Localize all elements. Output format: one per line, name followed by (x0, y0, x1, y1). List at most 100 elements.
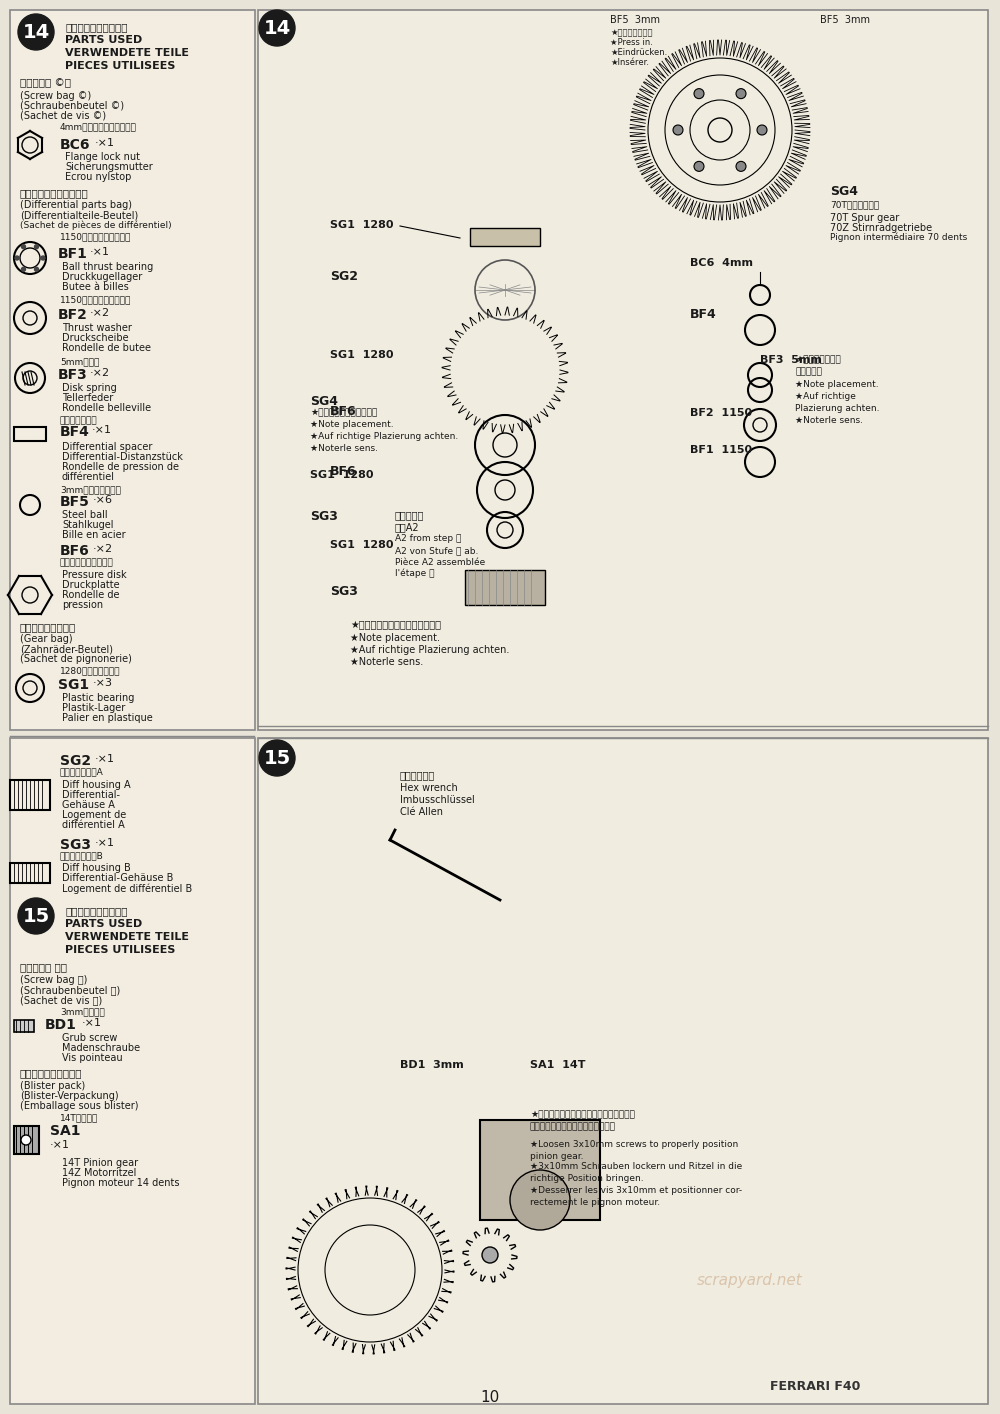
Text: 14Tビニオン: 14Tビニオン (60, 1113, 98, 1121)
Text: A2 von Stufe ⑫ ab.: A2 von Stufe ⑫ ab. (395, 546, 478, 556)
Bar (10, 863, 50, 882)
Text: 1150スラストベアリング: 1150スラストベアリング (60, 232, 131, 240)
Circle shape (708, 117, 732, 141)
Text: ★Note placement.: ★Note placement. (795, 380, 879, 389)
Text: (Differentialteile-Beutel): (Differentialteile-Beutel) (20, 211, 138, 221)
Text: ·×1: ·×1 (92, 426, 112, 436)
Text: プレッシャーディスク: プレッシャーディスク (60, 559, 114, 567)
Text: Grub screw: Grub screw (62, 1034, 117, 1044)
Text: Druckkugellager: Druckkugellager (62, 271, 142, 281)
Text: Rondelle belleville: Rondelle belleville (62, 403, 151, 413)
Text: VERWENDETE TEILE: VERWENDETE TEILE (65, 48, 189, 58)
Text: 10: 10 (480, 1390, 500, 1406)
Text: (Differential parts bag): (Differential parts bag) (20, 199, 132, 211)
Text: BF2  1150: BF2 1150 (690, 409, 752, 419)
Text: BD1  3mm: BD1 3mm (400, 1060, 464, 1070)
Text: てたA2: てたA2 (395, 522, 420, 532)
Text: 15: 15 (263, 748, 291, 768)
Text: Differential spacer: Differential spacer (62, 443, 152, 452)
Text: 14: 14 (263, 18, 291, 38)
Text: 14T Pinion gear: 14T Pinion gear (62, 1158, 138, 1168)
Text: (Emballage sous blister): (Emballage sous blister) (20, 1102, 138, 1111)
Text: BF6: BF6 (60, 544, 90, 559)
Circle shape (259, 10, 295, 47)
Text: VERWENDETE TEILE: VERWENDETE TEILE (65, 932, 189, 942)
Text: 1150スラストワッシャー: 1150スラストワッシャー (60, 296, 131, 304)
Text: Sicherungsmutter: Sicherungsmutter (65, 163, 153, 173)
Text: デフハウジングA: デフハウジングA (60, 766, 104, 776)
Text: SG1  1280: SG1 1280 (310, 469, 374, 479)
Text: (Sachet de vis ©): (Sachet de vis ©) (20, 112, 106, 122)
Circle shape (673, 124, 683, 134)
Circle shape (15, 256, 19, 260)
Text: ·×1: ·×1 (95, 139, 115, 148)
Text: BC6  4mm: BC6 4mm (690, 257, 753, 269)
Circle shape (694, 161, 704, 171)
Text: PARTS USED: PARTS USED (65, 919, 142, 929)
Text: ·×1: ·×1 (95, 754, 115, 764)
Text: Diff housing B: Diff housing B (62, 863, 131, 872)
Text: SA1: SA1 (50, 1124, 80, 1138)
Text: 3mmスチールボール: 3mmスチールボール (60, 485, 121, 493)
Text: 70Z Stirnradgetriebe: 70Z Stirnradgetriebe (830, 223, 932, 233)
Text: différentiel: différentiel (62, 472, 115, 482)
Circle shape (21, 245, 25, 249)
Circle shape (736, 161, 746, 171)
Text: ★押し込みます。: ★押し込みます。 (610, 28, 652, 37)
Text: ください。: ください。 (795, 368, 822, 376)
Circle shape (259, 740, 295, 776)
Text: Disk spring: Disk spring (62, 383, 117, 393)
Circle shape (41, 256, 45, 260)
Bar (10, 10, 255, 730)
Bar (14, 1126, 39, 1154)
Text: Logement de: Logement de (62, 810, 126, 820)
Text: (Blister pack): (Blister pack) (20, 1080, 85, 1092)
Text: Madenschraube: Madenschraube (62, 1044, 140, 1053)
Text: （ビス袋詰 ©）: （ビス袋詰 ©） (20, 78, 71, 88)
Text: SG3: SG3 (330, 585, 358, 598)
Text: SG4: SG4 (830, 185, 858, 198)
Text: Palier en plastique: Palier en plastique (62, 713, 153, 723)
Text: (Zahnräder-Beutel): (Zahnräder-Beutel) (20, 643, 113, 655)
Text: PARTS USED: PARTS USED (65, 35, 142, 45)
Text: デフスペーサー: デフスペーサー (60, 416, 98, 426)
Text: ★Note placement.: ★Note placement. (350, 633, 440, 643)
Text: Vis pointeau: Vis pointeau (62, 1053, 123, 1063)
Text: richtige Position bringen.: richtige Position bringen. (530, 1174, 644, 1184)
Text: まわるようにすきまを調整します。: まわるようにすきまを調整します。 (530, 1121, 616, 1131)
Text: (Sachet de pignonerie): (Sachet de pignonerie) (20, 655, 132, 665)
Text: BF3: BF3 (58, 368, 88, 382)
Text: Rondelle de butee: Rondelle de butee (62, 344, 151, 354)
Text: Differential-: Differential- (62, 790, 120, 800)
Text: Thrust washer: Thrust washer (62, 322, 132, 334)
Text: SA1  14T: SA1 14T (530, 1060, 586, 1070)
Text: Stahlkugel: Stahlkugel (62, 520, 114, 530)
Text: ★Insérer.: ★Insérer. (610, 58, 649, 66)
Text: Differential-Distanzstück: Differential-Distanzstück (62, 452, 183, 462)
Text: SG1  1280: SG1 1280 (330, 221, 394, 230)
Text: （ボールデフ部品袋詰）: （ボールデフ部品袋詰） (20, 188, 89, 198)
Text: ★Auf richtige: ★Auf richtige (795, 392, 856, 402)
Text: Logement de différentiel B: Logement de différentiel B (62, 882, 192, 894)
Text: Pignon intermédiaire 70 dents: Pignon intermédiaire 70 dents (830, 233, 967, 242)
Text: （デフギヤー袋詰）: （デフギヤー袋詰） (20, 622, 76, 632)
Text: ★Auf richtige Plazierung achten.: ★Auf richtige Plazierung achten. (350, 645, 509, 655)
Text: 3mmイモネジ: 3mmイモネジ (60, 1007, 105, 1017)
Circle shape (18, 14, 54, 49)
Text: BF1  1150: BF1 1150 (690, 445, 752, 455)
Text: ·×1: ·×1 (90, 247, 110, 257)
Text: rectement le pignon moteur.: rectement le pignon moteur. (530, 1198, 660, 1208)
Text: （ブリスターパック）: （ブリスターパック） (20, 1068, 82, 1077)
Bar (10, 781, 50, 810)
Text: Plastic bearing: Plastic bearing (62, 693, 134, 703)
Text: SG1  1280: SG1 1280 (330, 351, 394, 361)
Text: 〈使用する小物金具〉: 〈使用する小物金具〉 (65, 23, 128, 33)
Text: pinion gear.: pinion gear. (530, 1152, 584, 1161)
Text: (Screw bag ⓓ): (Screw bag ⓓ) (20, 976, 87, 986)
Bar (470, 228, 540, 246)
Text: (Sachet de pièces de différentiel): (Sachet de pièces de différentiel) (20, 221, 172, 229)
Text: Hex wrench: Hex wrench (400, 783, 458, 793)
Text: FERRARI F40: FERRARI F40 (770, 1380, 860, 1393)
Text: （ビス袋詰 ⓓ）: （ビス袋詰 ⓓ） (20, 962, 67, 971)
Text: ·×3: ·×3 (93, 677, 113, 689)
